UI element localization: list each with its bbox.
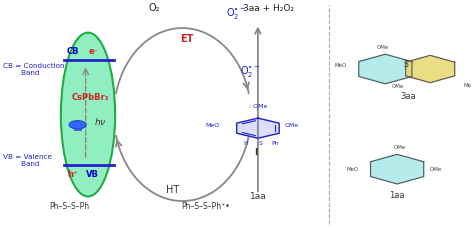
FancyBboxPatch shape: [74, 128, 82, 130]
Text: $\mathdefault{O_2^{\bullet -}}$: $\mathdefault{O_2^{\bullet -}}$: [240, 64, 260, 79]
Text: OMe: OMe: [285, 123, 299, 128]
Text: $\mathdefault{O_2^{\bullet -}}$: $\mathdefault{O_2^{\bullet -}}$: [227, 5, 247, 21]
Text: e⁻: e⁻: [89, 47, 99, 56]
Text: CsPbBr₃: CsPbBr₃: [72, 93, 109, 102]
Text: MeO: MeO: [346, 167, 358, 172]
Text: MeO: MeO: [205, 123, 219, 128]
Text: I: I: [254, 148, 257, 157]
Text: OMe: OMe: [393, 145, 406, 150]
Text: ET: ET: [181, 34, 194, 44]
Polygon shape: [237, 118, 279, 138]
Text: S: S: [258, 141, 262, 146]
Text: Ph: Ph: [271, 141, 279, 146]
Circle shape: [69, 121, 86, 129]
Text: 3aa + H₂O₂: 3aa + H₂O₂: [243, 4, 294, 13]
Text: S: S: [403, 60, 408, 69]
Polygon shape: [406, 55, 455, 83]
Text: 3aa: 3aa: [400, 92, 416, 101]
Text: Ph–S–S–Ph: Ph–S–S–Ph: [49, 202, 89, 211]
Text: 1aa: 1aa: [249, 192, 266, 201]
Text: 1aa: 1aa: [389, 191, 405, 200]
Text: CB: CB: [67, 47, 79, 56]
Polygon shape: [371, 154, 424, 184]
Text: CB = Conduction
        Band: CB = Conduction Band: [3, 63, 64, 76]
Text: O₂: O₂: [148, 3, 160, 13]
Text: $h\nu$: $h\nu$: [93, 116, 106, 127]
Ellipse shape: [61, 33, 115, 196]
Text: OMe: OMe: [430, 167, 442, 172]
Text: : OMe: : OMe: [249, 104, 267, 109]
Text: MeO: MeO: [334, 63, 346, 68]
Polygon shape: [359, 54, 412, 84]
Text: Me: Me: [463, 83, 471, 88]
Text: H: H: [244, 141, 248, 146]
Text: HT: HT: [166, 185, 180, 195]
Text: OMe: OMe: [377, 45, 389, 49]
Text: VB = Valence
        Band: VB = Valence Band: [3, 153, 52, 166]
Text: Ph–S–S–Ph⁺•: Ph–S–S–Ph⁺•: [182, 202, 230, 211]
Text: OMe: OMe: [392, 84, 404, 89]
Text: h⁺: h⁺: [67, 170, 77, 179]
Text: VB: VB: [86, 170, 99, 179]
